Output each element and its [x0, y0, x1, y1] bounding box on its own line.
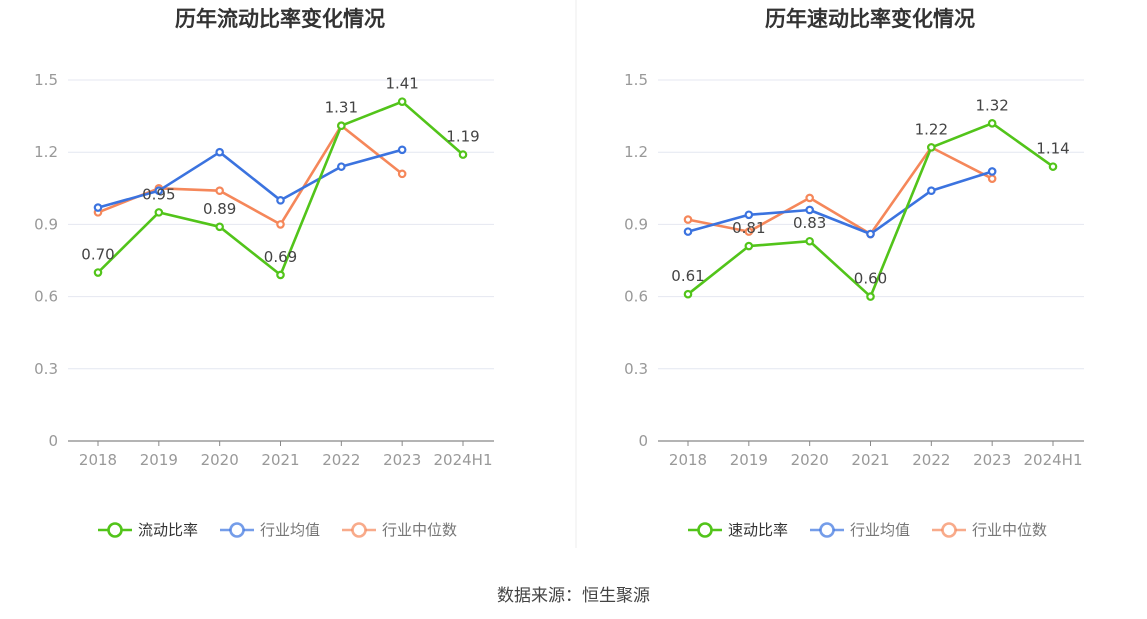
x-tick-label: 2021 — [851, 451, 889, 469]
chart-title: 历年速动比率变化情况 — [765, 7, 975, 31]
data-label: 1.14 — [1036, 140, 1069, 158]
legend-swatch-marker — [107, 522, 123, 538]
y-tick-label: 0.6 — [624, 288, 648, 306]
legend-swatch-marker — [819, 522, 835, 538]
legend-swatch-marker — [697, 522, 713, 538]
data-label: 0.81 — [732, 219, 765, 237]
data-point-industry_avg — [744, 210, 754, 220]
data-point-industry_avg — [927, 186, 936, 196]
x-tick-label: 2019 — [730, 451, 768, 469]
x-tick-label: 2018 — [669, 451, 707, 469]
data-label: 0.70 — [81, 246, 114, 264]
data-point-primary — [683, 289, 693, 299]
data-point-primary — [154, 208, 164, 217]
x-tick-label: 2018 — [79, 451, 117, 469]
y-tick-label: 0.6 — [34, 288, 58, 306]
y-tick-label: 1.2 — [624, 143, 648, 161]
chart-title: 历年流动比率变化情况 — [175, 7, 385, 31]
data-point-primary — [276, 270, 285, 280]
x-tick-label: 2023 — [973, 451, 1011, 469]
y-tick-label: 0.3 — [624, 360, 648, 378]
data-point-industry_median — [987, 174, 997, 183]
data-label: 1.22 — [915, 120, 948, 138]
data-point-industry_median — [683, 215, 693, 224]
series-line-industry_avg — [687, 170, 993, 236]
x-tick-label: 2022 — [912, 451, 950, 469]
data-point-industry_median — [805, 193, 814, 203]
y-tick-label: 0.9 — [34, 215, 58, 233]
data-point-primary — [337, 121, 346, 131]
data-label: 1.32 — [975, 96, 1008, 114]
y-tick-label: 0 — [48, 432, 58, 450]
data-point-primary — [927, 143, 936, 152]
data-point-industry_avg — [683, 227, 693, 236]
y-tick-label: 1.5 — [34, 71, 58, 89]
x-tick-label: 2020 — [201, 451, 239, 469]
legend-label: 行业均值 — [260, 521, 320, 539]
data-point-industry_avg — [154, 186, 164, 196]
series-line-industry_avg — [97, 148, 403, 209]
x-tick-label: 2020 — [791, 451, 829, 469]
data-point-primary — [866, 292, 875, 301]
x-tick-label: 2024H1 — [1024, 451, 1083, 469]
data-label: 1.19 — [446, 128, 479, 146]
data-point-primary — [805, 236, 814, 246]
series-line-industry_median — [687, 146, 993, 236]
data-point-industry_avg — [276, 196, 285, 205]
data-point-industry_median — [744, 227, 754, 236]
data-label: 1.31 — [325, 99, 358, 117]
data-label: 0.95 — [142, 185, 175, 203]
x-tick-label: 2022 — [322, 451, 360, 469]
data-label: 0.69 — [264, 248, 297, 266]
data-point-industry_avg — [987, 167, 997, 176]
y-tick-label: 0 — [638, 432, 648, 450]
data-point-primary — [458, 150, 468, 159]
data-point-industry_median — [276, 220, 285, 229]
data-point-industry_avg — [805, 205, 814, 215]
data-point-industry_avg — [866, 229, 875, 239]
x-tick-label: 2024H1 — [434, 451, 493, 469]
legend-label: 行业均值 — [850, 521, 910, 539]
data-point-industry_avg — [337, 162, 346, 171]
data-point-primary — [215, 222, 224, 232]
data-point-industry_median — [397, 169, 407, 179]
x-tick-label: 2019 — [140, 451, 178, 469]
y-tick-label: 0.9 — [624, 215, 648, 233]
y-tick-label: 1.5 — [624, 71, 648, 89]
data-point-primary — [987, 119, 997, 128]
data-point-industry_median — [215, 186, 224, 196]
data-label: 0.60 — [854, 270, 887, 288]
x-tick-label: 2021 — [261, 451, 299, 469]
legend-swatch-marker — [229, 522, 245, 538]
y-tick-label: 1.2 — [34, 143, 58, 161]
data-label: 0.89 — [203, 200, 236, 218]
data-point-industry_avg — [93, 203, 103, 212]
legend-swatch-marker — [351, 522, 367, 538]
x-tick-label: 2023 — [383, 451, 421, 469]
legend-label: 行业中位数 — [382, 521, 457, 539]
legend-label: 行业中位数 — [972, 521, 1047, 539]
data-point-primary — [93, 268, 103, 277]
data-point-primary — [1048, 162, 1058, 171]
data-label: 0.61 — [671, 267, 704, 285]
legend-label: 速动比率 — [728, 521, 788, 539]
data-point-industry_avg — [215, 147, 224, 157]
data-point-industry_avg — [397, 145, 407, 155]
legend-swatch-marker — [941, 522, 957, 538]
data-label: 1.41 — [385, 75, 418, 93]
data-label: 0.83 — [793, 214, 826, 232]
legend-label: 流动比率 — [138, 521, 198, 539]
y-tick-label: 0.3 — [34, 360, 58, 378]
data-source-caption: 数据来源：恒生聚源 — [497, 586, 650, 606]
data-point-primary — [397, 97, 407, 106]
data-point-primary — [744, 241, 754, 251]
